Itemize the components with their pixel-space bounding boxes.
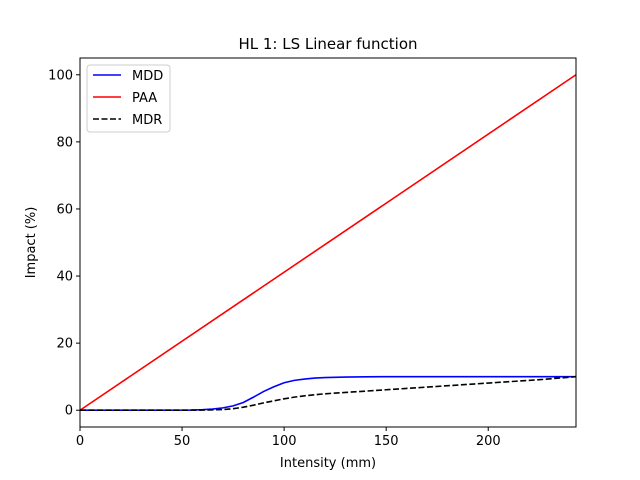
x-tick-label: 100 bbox=[272, 434, 297, 449]
y-tick-label: 100 bbox=[48, 68, 73, 83]
legend-label-mdd: MDD bbox=[132, 69, 163, 84]
y-axis-label: Impact (%) bbox=[24, 207, 39, 279]
legend-label-paa: PAA bbox=[132, 91, 157, 106]
x-axis-label: Intensity (mm) bbox=[280, 456, 376, 471]
x-tick-label: 150 bbox=[374, 434, 399, 449]
y-tick-label: 40 bbox=[56, 270, 73, 285]
series-line-mdr bbox=[80, 375, 577, 412]
chart-title: HL 1: LS Linear function bbox=[238, 35, 417, 53]
series-line-paa bbox=[79, 74, 577, 411]
x-tick-label: 200 bbox=[476, 434, 501, 449]
plot-frame bbox=[79, 57, 577, 428]
legend-label-mdr: MDR bbox=[132, 113, 162, 128]
y-tick-label: 60 bbox=[56, 202, 73, 217]
y-tick-label: 0 bbox=[65, 404, 73, 419]
y-tick-label: 20 bbox=[56, 337, 73, 352]
legend-box bbox=[86, 64, 171, 133]
x-tick-label: 0 bbox=[76, 434, 84, 449]
x-tick-label: 50 bbox=[174, 434, 191, 449]
legend: MDD PAA MDR bbox=[86, 64, 171, 133]
ticks-layer: 0 50 100 150 200 0 20 40 60 80 100 bbox=[48, 68, 500, 449]
y-tick-label: 80 bbox=[56, 135, 73, 150]
series-layer bbox=[79, 74, 577, 412]
